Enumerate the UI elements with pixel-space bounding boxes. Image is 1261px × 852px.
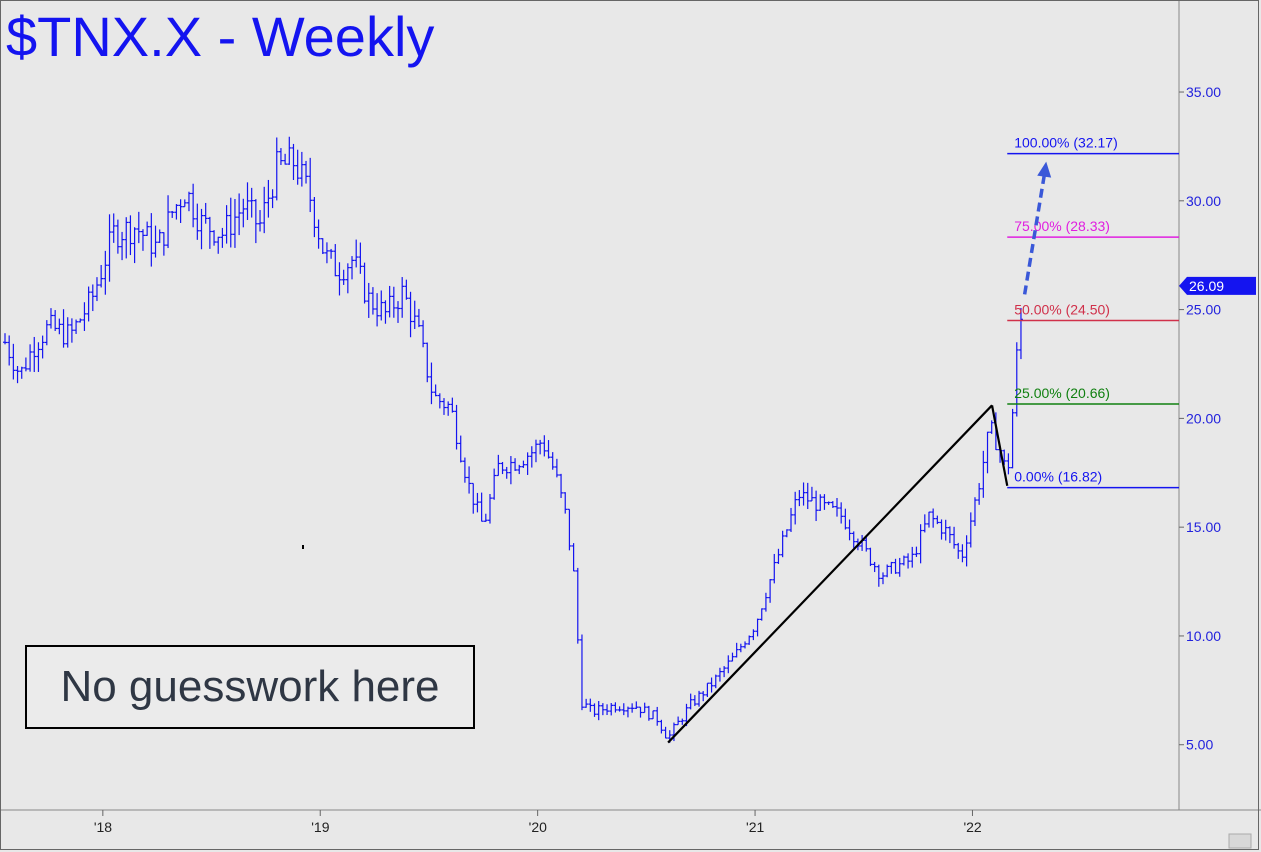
stray-mark — [302, 545, 304, 549]
x-tick-label: '22 — [963, 819, 981, 835]
note-text: No guesswork here — [60, 662, 440, 711]
chart-title: $TNX.X - Weekly — [6, 5, 435, 68]
trendline — [990, 405, 1009, 487]
price-bars — [3, 136, 1023, 743]
y-tick-label: 20.00 — [1186, 410, 1221, 426]
axis-labels: 5.00 10.00 15.00 20.00 25.00 30.00 35.00 '18 '19… — [94, 84, 1221, 835]
fib-level-label: 100.00% (32.17) — [1014, 135, 1118, 151]
last-price-marker — [1179, 276, 1256, 295]
trendline — [667, 404, 993, 744]
y-tick-label: 5.00 — [1186, 737, 1213, 753]
y-tick-label: 15.00 — [1186, 519, 1221, 535]
x-tick-label: '18 — [94, 819, 112, 835]
note-box: No guesswork here — [25, 645, 475, 729]
y-tick-label: 25.00 — [1186, 302, 1221, 318]
projection-arrowhead — [1037, 161, 1052, 178]
x-tick-label: '21 — [746, 819, 764, 835]
y-tick-label: 10.00 — [1186, 628, 1221, 644]
fib-level-label: 25.00% (20.66) — [1014, 385, 1110, 401]
x-tick-label: '19 — [311, 819, 329, 835]
projection-arrow-line — [1022, 175, 1046, 295]
y-tick-label: 30.00 — [1186, 193, 1221, 209]
x-tick-label: '20 — [529, 819, 547, 835]
y-tick-label: 35.00 — [1186, 84, 1221, 100]
last-price-label: 26.09 — [1189, 278, 1224, 294]
chart-annotations: 100.00% (32.17) 75.00% (28.33) 50.00% (24.… — [302, 135, 1256, 744]
fib-level-label: 75.00% (28.33) — [1014, 218, 1110, 234]
fib-level-label: 0.00% (16.82) — [1014, 469, 1102, 485]
resize-grip — [1228, 833, 1252, 849]
fib-level-label: 50.00% (24.50) — [1014, 301, 1110, 317]
